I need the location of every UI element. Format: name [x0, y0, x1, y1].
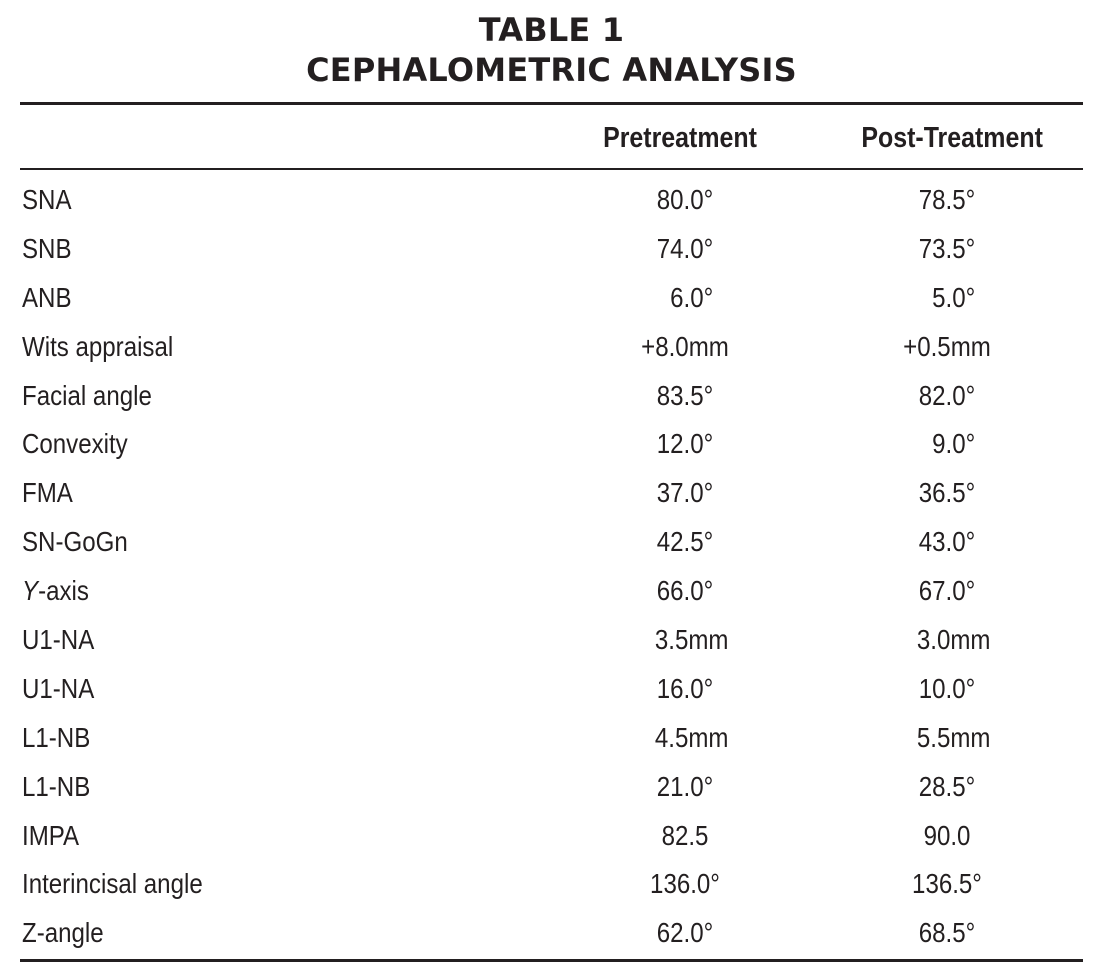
table-row: Z-angle 62.0° 68.5° — [0, 909, 1103, 958]
row-label: L1-NB — [22, 721, 91, 753]
table-row: FMA 37.0° 36.5° — [0, 469, 1103, 518]
pretreatment-value: +8.0mm — [641, 330, 729, 362]
post-treatment-value: 5.0° — [918, 281, 976, 313]
post-treatment-value: 10.0° — [918, 672, 976, 704]
table-row: SNB 74.0° 73.5° — [0, 225, 1103, 274]
post-treatment-value: 3.0mm — [903, 624, 991, 656]
table-row: U1-NA 3.5mm 3.0mm — [0, 616, 1103, 665]
row-label: ANB — [22, 281, 72, 313]
row-label: Z-angle — [22, 917, 104, 949]
table-row: Convexity 12.0° 9.0° — [0, 420, 1103, 469]
table-row: U1-NA 16.0° 10.0° — [0, 665, 1103, 714]
bottom-rule — [20, 959, 1083, 962]
table-caption: CEPHALOMETRIC ANALYSIS — [306, 51, 797, 89]
pretreatment-value: 83.5° — [656, 379, 714, 411]
row-label: Y-axis — [22, 567, 89, 616]
table-number: TABLE 1 — [478, 11, 625, 49]
post-treatment-value: +0.5mm — [903, 330, 991, 362]
top-rule — [20, 102, 1083, 105]
table-row: IMPA 82.5 90.0 — [0, 812, 1103, 861]
row-label: IMPA — [22, 819, 80, 851]
row-label: SN-GoGn — [22, 526, 128, 558]
post-treatment-value: 90.0 — [923, 819, 971, 851]
pretreatment-value: 37.0° — [656, 477, 714, 509]
pretreatment-value: 82.5 — [661, 819, 709, 851]
post-treatment-value: 136.5° — [912, 868, 982, 900]
post-treatment-value: 43.0° — [918, 526, 976, 558]
table-header-row: Pretreatment Post-Treatment — [0, 118, 1103, 158]
row-label: SNB — [22, 232, 72, 264]
column-header-pretreatment: Pretreatment — [603, 122, 757, 154]
table-row: SNA 80.0° 78.5° — [0, 176, 1103, 225]
pretreatment-value: 80.0° — [656, 184, 714, 215]
post-treatment-value: 28.5° — [918, 770, 976, 802]
pretreatment-value: 74.0° — [656, 232, 714, 264]
table-row: L1-NB 4.5mm 5.5mm — [0, 714, 1103, 763]
row-label: Wits appraisal — [22, 330, 174, 362]
row-label: L1-NB — [22, 770, 91, 802]
table-row: L1-NB 21.0° 28.5° — [0, 763, 1103, 812]
table-title: TABLE 1 CEPHALOMETRIC ANALYSIS — [0, 10, 1103, 90]
row-label: U1-NA — [22, 624, 95, 656]
post-treatment-value: 67.0° — [918, 575, 976, 607]
table-row: ANB 6.0° 5.0° — [0, 274, 1103, 323]
row-label: U1-NA — [22, 672, 95, 704]
pretreatment-value: 136.0° — [650, 868, 720, 900]
pretreatment-value: 42.5° — [656, 526, 714, 558]
table-row: Facial angle 83.5° 82.0° — [0, 372, 1103, 421]
row-label: Interincisal angle — [22, 868, 203, 900]
table-body: SNA 80.0° 78.5° SNB 74.0° 73.5° ANB 6.0°… — [0, 176, 1103, 958]
table-row: Y-axis 66.0° 67.0° — [0, 567, 1103, 616]
post-treatment-value: 78.5° — [918, 184, 976, 215]
post-treatment-value: 36.5° — [918, 477, 976, 509]
row-label: Convexity — [22, 428, 128, 460]
row-label-suffix: -axis — [38, 575, 89, 607]
row-label: SNA — [22, 184, 72, 215]
pretreatment-value: 21.0° — [656, 770, 714, 802]
row-label: Facial angle — [22, 379, 152, 411]
pretreatment-value: 16.0° — [656, 672, 714, 704]
post-treatment-value: 82.0° — [918, 379, 976, 411]
post-treatment-value: 9.0° — [918, 428, 976, 460]
pretreatment-value: 12.0° — [656, 428, 714, 460]
table-row: Interincisal angle 136.0° 136.5° — [0, 860, 1103, 909]
row-label: FMA — [22, 477, 73, 509]
post-treatment-value: 5.5mm — [903, 721, 991, 753]
post-treatment-value: 73.5° — [918, 232, 976, 264]
pretreatment-value: 6.0° — [656, 281, 714, 313]
post-treatment-value: 68.5° — [918, 917, 976, 949]
column-header-post-treatment: Post-Treatment — [861, 122, 1043, 154]
pretreatment-value: 62.0° — [656, 917, 714, 949]
row-label-italic-prefix: Y — [22, 575, 39, 607]
table-row: SN-GoGn 42.5° 43.0° — [0, 518, 1103, 567]
pretreatment-value: 3.5mm — [641, 624, 729, 656]
pretreatment-value: 66.0° — [656, 575, 714, 607]
pretreatment-value: 4.5mm — [641, 721, 729, 753]
table-row: Wits appraisal +8.0mm +0.5mm — [0, 323, 1103, 372]
header-rule — [20, 168, 1083, 170]
